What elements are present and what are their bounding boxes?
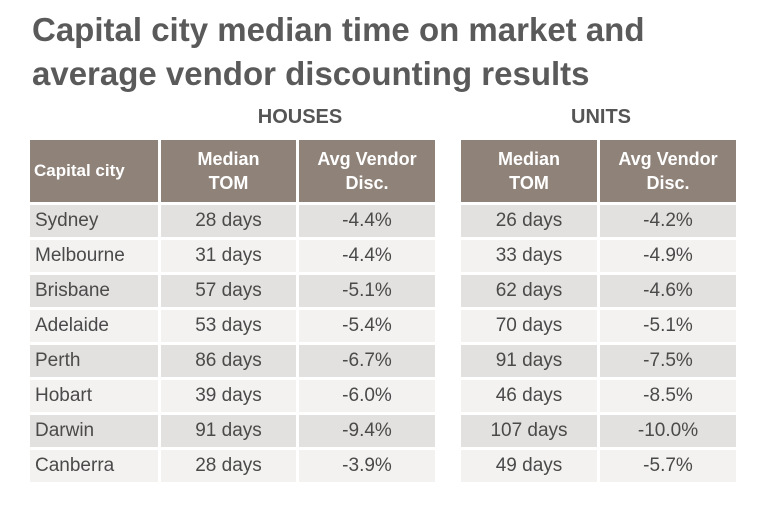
table-row: Hobart 39 days -6.0% (30, 380, 435, 412)
houses-median-tom-cell: 28 days (161, 450, 296, 482)
column-header-city: Capital city (30, 140, 158, 202)
units-median-tom-cell: 62 days (461, 275, 597, 307)
table-row: 62 days -4.6% (461, 275, 736, 307)
units-median-tom-cell: 70 days (461, 310, 597, 342)
units-median-tom-cell: 107 days (461, 415, 597, 447)
table-row: Darwin 91 days -9.4% (30, 415, 435, 447)
houses-median-tom-cell: 91 days (161, 415, 296, 447)
city-cell: Melbourne (30, 240, 158, 272)
city-cell: Sydney (30, 205, 158, 237)
table-row: Sydney 28 days -4.4% (30, 205, 435, 237)
header-label-line-2: Disc. (646, 173, 690, 193)
units-vendor-disc-cell: -10.0% (600, 415, 736, 447)
table-row: 91 days -7.5% (461, 345, 736, 377)
header-label-line-2: TOM (208, 173, 249, 193)
houses-median-tom-cell: 39 days (161, 380, 296, 412)
houses-vendor-disc-cell: -4.4% (299, 205, 435, 237)
table-row: Canberra 28 days -3.9% (30, 450, 435, 482)
units-median-tom-cell: 91 days (461, 345, 597, 377)
city-cell: Darwin (30, 415, 158, 447)
column-header-city-label: Capital city (34, 161, 125, 180)
houses-vendor-disc-cell: -9.4% (299, 415, 435, 447)
table-row: 49 days -5.7% (461, 450, 736, 482)
units-median-tom-cell: 26 days (461, 205, 597, 237)
table-row: Melbourne 31 days -4.4% (30, 240, 435, 272)
units-vendor-disc-cell: -5.1% (600, 310, 736, 342)
units-vendor-disc-cell: -4.6% (600, 275, 736, 307)
table-row: Adelaide 53 days -5.4% (30, 310, 435, 342)
houses-vendor-disc-cell: -4.4% (299, 240, 435, 272)
table-row: 46 days -8.5% (461, 380, 736, 412)
houses-median-tom-cell: 86 days (161, 345, 296, 377)
units-table: Median TOM Avg Vendor Disc. 26 days -4.2%… (458, 137, 739, 485)
city-cell: Canberra (30, 450, 158, 482)
table-row: 26 days -4.2% (461, 205, 736, 237)
city-cell: Brisbane (30, 275, 158, 307)
houses-vendor-disc-cell: -5.4% (299, 310, 435, 342)
table-row: 107 days -10.0% (461, 415, 736, 447)
city-cell: Hobart (30, 380, 158, 412)
units-vendor-disc-cell: -4.9% (600, 240, 736, 272)
city-cell: Perth (30, 345, 158, 377)
houses-vendor-disc-cell: -5.1% (299, 275, 435, 307)
houses-vendor-disc-cell: -6.0% (299, 380, 435, 412)
houses-header-row: Capital city Median TOM Avg Vendor Disc. (30, 140, 435, 202)
houses-median-tom-cell: 53 days (161, 310, 296, 342)
column-header-units-vendor-disc: Avg Vendor Disc. (600, 140, 736, 202)
city-cell: Adelaide (30, 310, 158, 342)
units-header-row: Median TOM Avg Vendor Disc. (461, 140, 736, 202)
table-row: 70 days -5.1% (461, 310, 736, 342)
houses-median-tom-cell: 28 days (161, 205, 296, 237)
column-header-units-median-tom: Median TOM (461, 140, 597, 202)
units-group-label: UNITS (571, 106, 631, 128)
title-line-1: Capital city median time on market and (32, 11, 645, 48)
units-vendor-disc-cell: -7.5% (600, 345, 736, 377)
page-title: Capital city median time on market and a… (32, 8, 732, 96)
units-vendor-disc-cell: -8.5% (600, 380, 736, 412)
units-vendor-disc-cell: -5.7% (600, 450, 736, 482)
header-label-line-2: TOM (509, 173, 549, 193)
units-median-tom-cell: 46 days (461, 380, 597, 412)
units-vendor-disc-cell: -4.2% (600, 205, 736, 237)
table-row: Brisbane 57 days -5.1% (30, 275, 435, 307)
units-table-body: 26 days -4.2% 33 days -4.9% 62 days -4.6% 70 d… (461, 205, 736, 482)
column-header-houses-vendor-disc: Avg Vendor Disc. (299, 140, 435, 202)
houses-vendor-disc-cell: -3.9% (299, 450, 435, 482)
houses-table-body: Sydney 28 days -4.4% Melbourne 31 days -4.4% B… (30, 205, 435, 482)
houses-vendor-disc-cell: -6.7% (299, 345, 435, 377)
houses-median-tom-cell: 31 days (161, 240, 296, 272)
header-label-line-1: Median (197, 149, 260, 169)
units-median-tom-cell: 49 days (461, 450, 597, 482)
column-header-houses-median-tom: Median TOM (161, 140, 296, 202)
table-row: 33 days -4.9% (461, 240, 736, 272)
header-label-line-1: Avg Vendor (317, 149, 417, 169)
houses-group-label: HOUSES (257, 106, 343, 128)
header-label-line-1: Avg Vendor (618, 149, 718, 169)
header-label-line-1: Median (497, 149, 560, 169)
units-median-tom-cell: 33 days (461, 240, 597, 272)
title-line-2: average vendor discounting results (32, 55, 590, 92)
houses-median-tom-cell: 57 days (161, 275, 296, 307)
houses-table: Capital city Median TOM Avg Vendor Disc.… (27, 137, 438, 485)
header-label-line-2: Disc. (345, 173, 389, 193)
table-row: Perth 86 days -6.7% (30, 345, 435, 377)
